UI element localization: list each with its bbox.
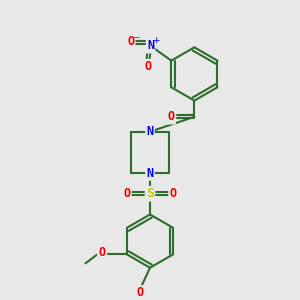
Text: −: − <box>132 32 140 41</box>
Text: O: O <box>127 35 134 48</box>
Text: O: O <box>123 187 130 200</box>
Text: O: O <box>144 60 151 73</box>
Text: O: O <box>168 110 175 123</box>
Text: O: O <box>98 246 105 260</box>
Text: S: S <box>146 187 154 200</box>
Text: N: N <box>146 167 154 179</box>
Text: N: N <box>147 39 154 52</box>
Text: O: O <box>136 286 143 299</box>
Text: O: O <box>169 187 177 200</box>
Text: N: N <box>146 125 154 138</box>
Text: +: + <box>152 36 160 45</box>
